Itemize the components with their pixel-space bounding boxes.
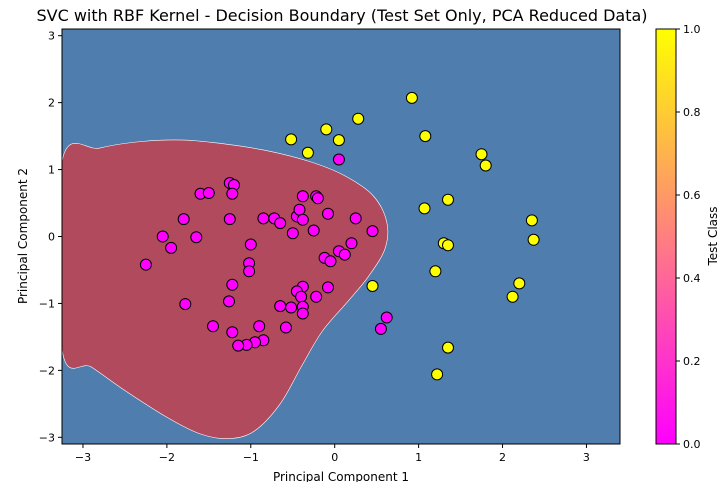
point-class-1 (285, 133, 298, 146)
point-class-1 (442, 341, 454, 354)
point-class-0 (293, 203, 306, 216)
point-class-0 (296, 213, 309, 226)
point-class-1 (366, 280, 379, 292)
colorbar-tick-label: 0.4 (683, 272, 701, 285)
point-class-0 (366, 225, 379, 238)
point-class-0 (296, 307, 309, 320)
scatter-points (139, 91, 540, 381)
y-tick-label: 2 (48, 97, 55, 110)
point-class-0 (307, 224, 320, 237)
point-class-0 (286, 227, 299, 240)
point-class-0 (345, 237, 358, 250)
x-tick-label: 3 (583, 451, 590, 464)
point-class-0 (324, 255, 337, 268)
point-class-0 (202, 187, 215, 199)
point-class-1 (431, 368, 444, 381)
colorbar-gradient (655, 28, 677, 445)
x-tick-label: −2 (159, 451, 175, 464)
colorbar-ticks: 0.0 0.2 0.4 0.6 0.8 1.0 (676, 23, 701, 451)
point-class-1 (475, 148, 488, 161)
point-class-0 (226, 326, 239, 339)
colorbar: 0.0 0.2 0.4 0.6 0.8 1.0 Test Class (655, 23, 720, 451)
point-class-0 (349, 212, 362, 225)
y-axis: −3 −2 −1 0 1 2 3 (39, 30, 62, 444)
colorbar-tick-label: 0.2 (683, 355, 701, 368)
x-tick-label: 0 (331, 451, 338, 464)
point-class-1 (525, 214, 538, 227)
point-class-0 (190, 231, 203, 244)
point-class-0 (177, 213, 190, 226)
x-axis-label: Principal Component 1 (273, 470, 409, 482)
point-class-0 (257, 212, 270, 225)
plot-area (61, 28, 621, 445)
point-class-1 (527, 233, 540, 246)
point-class-1 (442, 239, 454, 252)
point-class-1 (320, 123, 333, 136)
point-class-1 (332, 134, 345, 147)
point-class-0 (179, 298, 192, 311)
colorbar-tick-label: 0.6 (683, 189, 701, 202)
point-class-0 (380, 311, 393, 324)
point-class-0 (207, 320, 219, 333)
point-class-1 (418, 202, 431, 215)
point-class-0 (232, 339, 245, 352)
x-tick-label: 1 (415, 451, 422, 464)
x-tick-label: 2 (499, 451, 506, 464)
class-0-region (62, 139, 389, 440)
point-class-0 (322, 281, 334, 294)
y-axis-label: Principal Component 2 (16, 168, 30, 304)
point-class-1 (429, 265, 442, 278)
point-class-0 (226, 278, 239, 291)
point-class-0 (311, 192, 324, 205)
y-tick-label: −3 (39, 431, 55, 444)
y-tick-label: 3 (48, 30, 55, 43)
point-class-0 (156, 230, 169, 243)
point-class-0 (295, 290, 308, 303)
point-class-1 (513, 277, 526, 290)
point-class-0 (285, 301, 298, 314)
y-tick-label: −2 (39, 364, 55, 377)
point-class-1 (506, 290, 519, 303)
point-class-1 (442, 193, 454, 206)
point-class-0 (244, 238, 257, 251)
point-class-0 (226, 187, 239, 200)
point-class-0 (310, 290, 323, 303)
point-class-0 (296, 190, 309, 203)
y-tick-label: 1 (48, 164, 55, 177)
y-tick-label: −1 (39, 297, 55, 310)
point-class-0 (165, 241, 178, 254)
point-class-0 (274, 300, 287, 313)
point-class-0 (274, 217, 287, 230)
point-class-0 (223, 213, 236, 226)
point-class-0 (374, 322, 387, 335)
point-class-1 (405, 91, 418, 104)
colorbar-label: Test Class (706, 206, 720, 266)
colorbar-tick-label: 0.0 (683, 438, 701, 451)
point-class-1 (301, 146, 314, 159)
point-class-0 (223, 295, 235, 308)
chart-title: SVC with RBF Kernel - Decision Boundary … (36, 6, 647, 25)
point-class-0 (338, 248, 351, 261)
x-tick-label: −3 (75, 451, 91, 464)
y-tick-label: 0 (48, 231, 55, 244)
point-class-0 (280, 321, 292, 334)
colorbar-tick-label: 0.8 (683, 106, 701, 119)
point-class-0 (253, 320, 266, 333)
point-class-0 (332, 153, 345, 166)
point-class-1 (419, 130, 432, 143)
point-class-0 (322, 207, 334, 220)
point-class-0 (243, 265, 256, 278)
x-tick-label: −1 (243, 451, 259, 464)
point-class-1 (479, 159, 492, 172)
point-class-1 (352, 112, 365, 125)
colorbar-tick-label: 1.0 (683, 23, 701, 36)
point-class-0 (139, 258, 152, 271)
x-axis: −3 −2 −1 0 1 2 3 (75, 444, 590, 464)
